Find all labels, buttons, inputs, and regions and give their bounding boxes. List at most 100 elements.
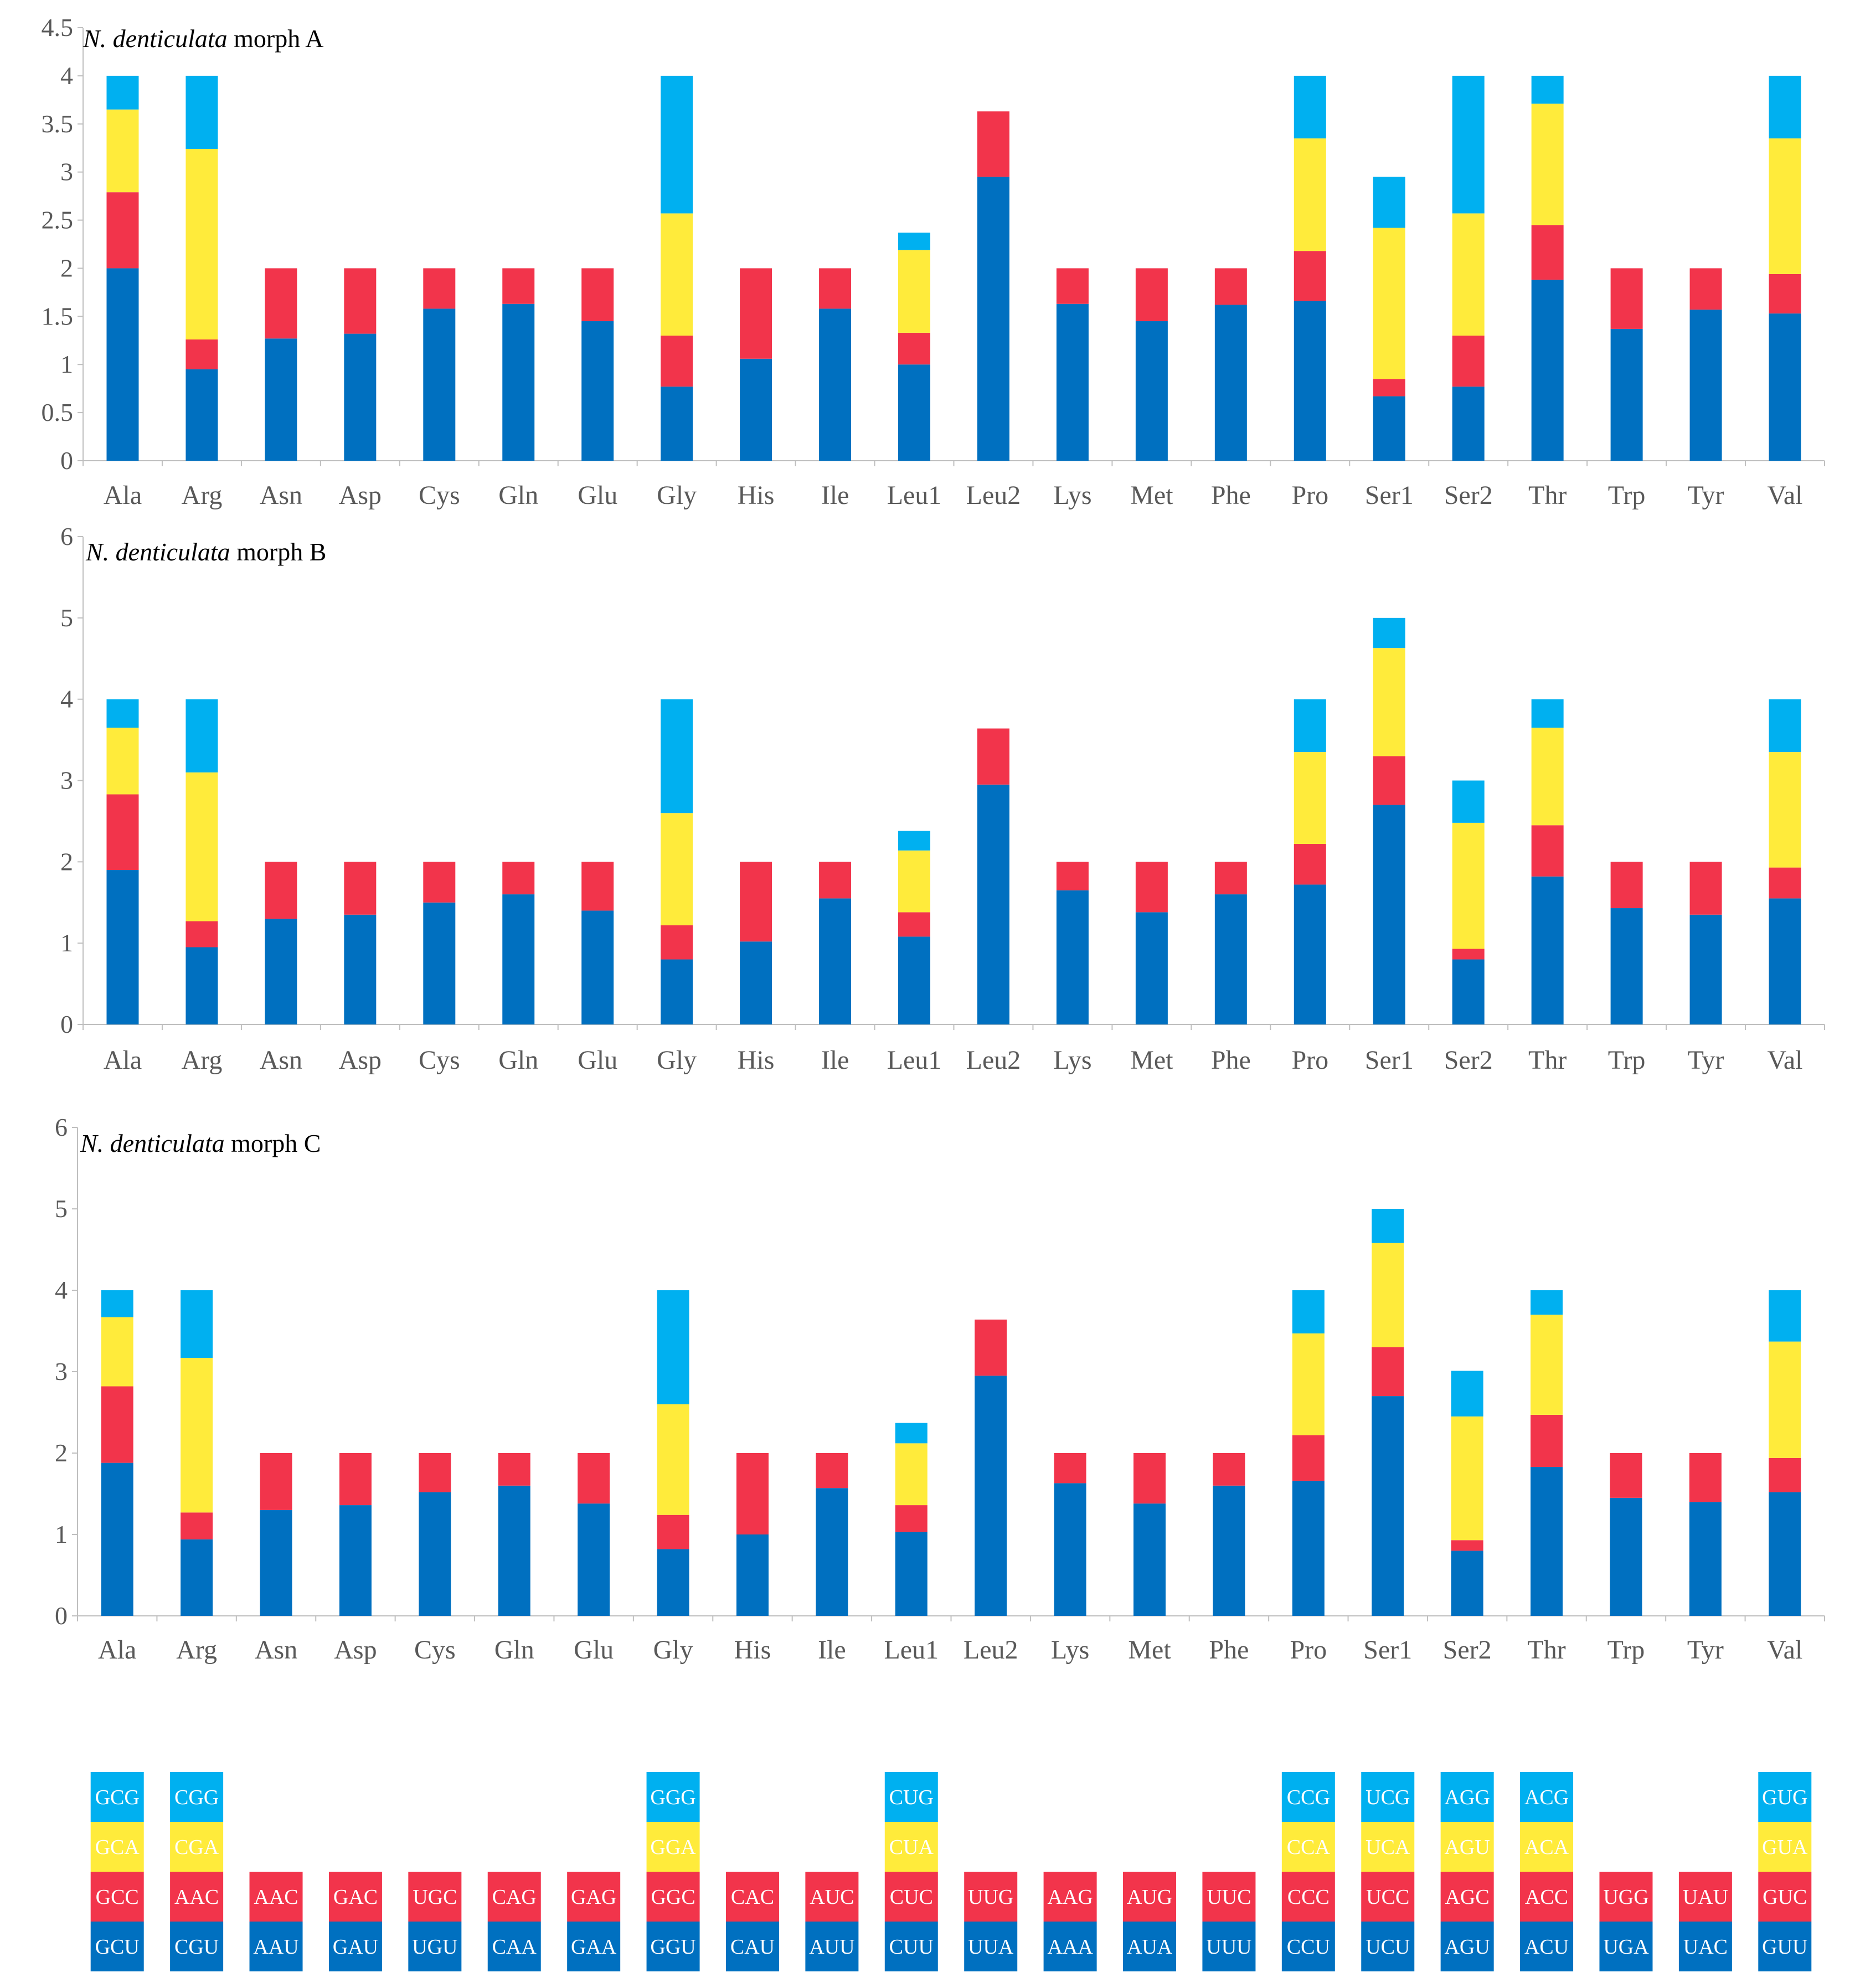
codon-box [1202, 1922, 1256, 1971]
bar-segment-val-3 [1769, 752, 1801, 868]
codon-label: AAU [253, 1935, 298, 1959]
bar-segment-lys-1 [1056, 303, 1089, 461]
panel-title-species: N. denticulata [80, 1129, 225, 1157]
bar-segment-gly-3 [657, 1404, 689, 1515]
bar-segment-ser2-1 [1452, 387, 1485, 461]
codon-label: UUC [1207, 1886, 1251, 1909]
bar-segment-lys-1 [1056, 890, 1089, 1024]
y-tick-label: 0 [60, 1010, 73, 1038]
codon-box [1758, 1872, 1812, 1922]
codon-box [1440, 1922, 1494, 1971]
bar-segment-pro-4 [1292, 1290, 1325, 1333]
bar-segment-ser1-1 [1373, 805, 1405, 1024]
bar-segment-arg-1 [181, 1539, 213, 1616]
codon-box [487, 1922, 541, 1971]
codon-label: CAC [731, 1886, 774, 1909]
codon-label: GGA [650, 1836, 696, 1859]
bar-segment-gly-4 [657, 1290, 689, 1404]
codon-label: AAG [1047, 1886, 1093, 1909]
category-label-his: His [738, 1045, 775, 1075]
bar-segment-trp-1 [1610, 908, 1643, 1024]
codon-box [1281, 1772, 1335, 1822]
bar-segment-leu1-3 [898, 250, 931, 333]
bar-segment-leu1-1 [898, 364, 931, 461]
bar-segment-gly-4 [661, 699, 693, 813]
category-label-cys: Cys [414, 1635, 456, 1665]
y-tick-label: 0.5 [42, 398, 74, 426]
codon-label: CGG [174, 1786, 219, 1809]
bar-segment-leu2-2 [975, 1319, 1007, 1376]
codon-label: CGU [174, 1935, 219, 1959]
category-label-leu1: Leu1 [887, 481, 942, 510]
codon-label: UUA [968, 1935, 1014, 1959]
bar-segment-thr-4 [1531, 1290, 1563, 1315]
bar-segment-gln-1 [498, 1485, 530, 1616]
codon-label: ACA [1524, 1836, 1569, 1859]
bar-segment-val-2 [1769, 1457, 1801, 1492]
bar-segment-trp-2 [1610, 268, 1643, 329]
bar-segment-met-2 [1133, 1453, 1166, 1504]
y-tick-label: 4 [55, 1276, 68, 1304]
category-label-glu: Glu [574, 1635, 614, 1665]
codon-label: CAA [492, 1935, 537, 1959]
category-label-arg: Arg [182, 1045, 223, 1075]
codon-label: GGU [650, 1935, 695, 1959]
bar-segment-val-4 [1769, 699, 1801, 753]
bar-segment-ser1-4 [1373, 617, 1405, 648]
category-label-ile: Ile [821, 481, 849, 510]
category-label-lys: Lys [1051, 1635, 1089, 1665]
category-label-ser2: Ser2 [1443, 1635, 1492, 1665]
category-label-leu1: Leu1 [887, 1045, 942, 1075]
bar-segment-val-2 [1769, 867, 1801, 899]
category-label-ala: Ala [104, 1045, 142, 1075]
bar-segment-gln-2 [498, 1453, 530, 1486]
category-label-ile: Ile [821, 1045, 849, 1075]
category-label-cys: Cys [419, 481, 460, 510]
category-label-his: His [738, 481, 775, 510]
bar-segment-ser1-3 [1373, 228, 1405, 379]
codon-label: GAC [333, 1886, 378, 1909]
bar-segment-ile-1 [816, 1488, 848, 1616]
bar-segment-thr-2 [1531, 825, 1564, 877]
bar-segment-leu2-1 [975, 1376, 1007, 1616]
bar-segment-his-1 [740, 941, 772, 1024]
bar-segment-his-2 [740, 268, 772, 359]
bar-segment-thr-1 [1531, 1466, 1563, 1616]
codon-box [328, 1872, 382, 1922]
bar-segment-gly-3 [661, 213, 693, 336]
codon-label: CAG [492, 1886, 537, 1909]
bar-segment-asn-2 [265, 862, 297, 919]
bar-segment-arg-1 [186, 947, 218, 1024]
bar-segment-cys-1 [419, 1492, 451, 1616]
bar-segment-asp-2 [339, 1453, 372, 1506]
codon-label: AUA [1127, 1935, 1173, 1959]
codon-box [1361, 1872, 1415, 1922]
category-label-trp: Trp [1608, 1045, 1646, 1075]
y-tick-label: 0 [60, 446, 73, 475]
bar-segment-arg-2 [186, 339, 218, 369]
codon-label: CAU [730, 1935, 775, 1959]
codon-box [1361, 1772, 1415, 1822]
bar-segment-arg-3 [181, 1358, 213, 1513]
category-label-ala: Ala [98, 1635, 136, 1665]
bar-segment-leu1-3 [895, 1443, 928, 1506]
bar-segment-ala-3 [106, 109, 139, 193]
panel-title-morph: morph B [230, 538, 327, 566]
bar-segment-ala-2 [106, 794, 139, 871]
bar-segment-met-1 [1133, 1503, 1166, 1616]
bar-segment-pro-1 [1294, 884, 1326, 1024]
codon-legend: GCU GCC GCA GCG CGU AAC CGA CGG AAU AAC GAU GAC UGU U… [90, 1772, 1812, 1971]
bar-segment-tyr-2 [1689, 1453, 1722, 1502]
category-label-val: Val [1768, 481, 1803, 510]
bar-segment-cys-2 [423, 268, 456, 309]
bar-segment-val-2 [1769, 274, 1801, 314]
codon-box [884, 1772, 938, 1822]
bar-segment-lys-1 [1054, 1483, 1086, 1616]
chart-panel-c: 0 1 2 3 4 5 6 N. denticulata morph C Ala Arg Asn As… [55, 1113, 1825, 1665]
category-label-his: His [734, 1635, 771, 1665]
category-label-glu: Glu [578, 481, 617, 510]
category-label-gly: Gly [657, 1045, 697, 1075]
category-label-leu2: Leu2 [966, 481, 1021, 510]
category-label-phe: Phe [1211, 481, 1251, 510]
codon-box [1758, 1922, 1812, 1971]
